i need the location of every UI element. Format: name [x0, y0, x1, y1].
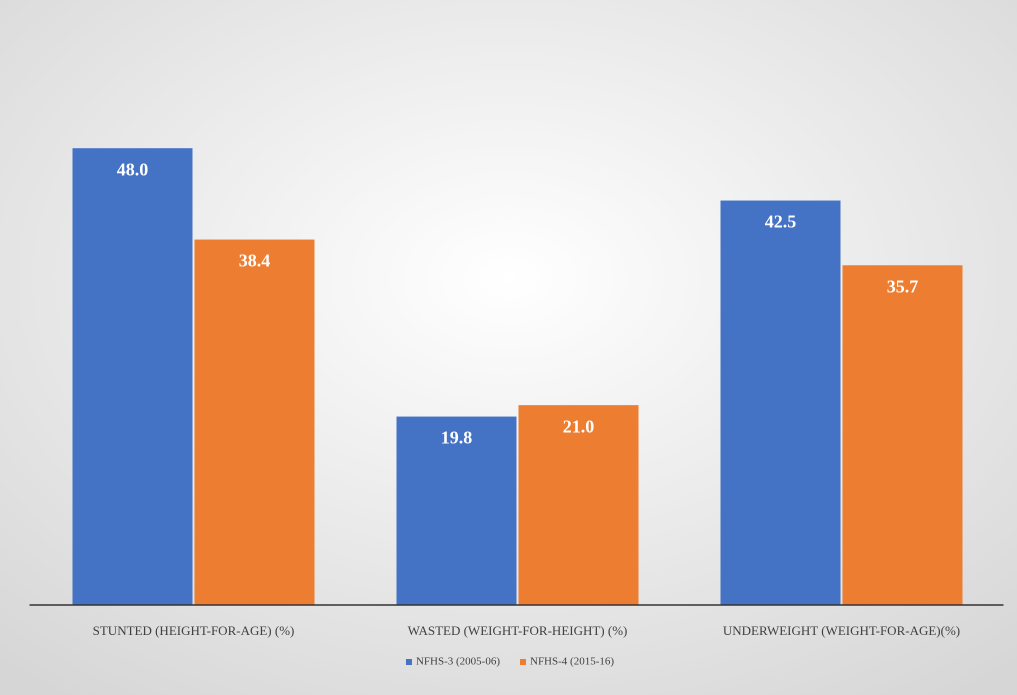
legend-swatch — [405, 659, 412, 665]
legend-entry: NFHS-3 (2005-06) — [405, 656, 500, 668]
legend-entry: NFHS-4 (2015-16) — [520, 656, 614, 668]
bar — [720, 200, 841, 605]
value-label: 42.5 — [765, 212, 797, 232]
value-label: 48.0 — [117, 159, 149, 179]
value-label: 19.8 — [441, 428, 473, 448]
x-tick-label: STUNTED (HEIGHT-FOR-AGE) (%) — [93, 623, 295, 638]
legend-label: NFHS-3 (2005-06) — [416, 656, 500, 668]
bar — [518, 405, 639, 605]
value-label: 38.4 — [239, 251, 271, 271]
value-label: 35.7 — [887, 276, 919, 296]
bar — [72, 148, 193, 605]
x-tick-label: UNDERWEIGHT (WEIGHT-FOR-AGE)(%) — [723, 623, 960, 638]
bar — [396, 416, 517, 605]
x-tick-label: WASTED (WEIGHT-FOR-HEIGHT) (%) — [408, 623, 628, 638]
legend-swatch — [520, 659, 526, 665]
bar — [194, 239, 315, 605]
legend-label: NFHS-4 (2015-16) — [530, 656, 614, 668]
bar — [842, 265, 963, 605]
value-label: 21.0 — [563, 416, 595, 436]
